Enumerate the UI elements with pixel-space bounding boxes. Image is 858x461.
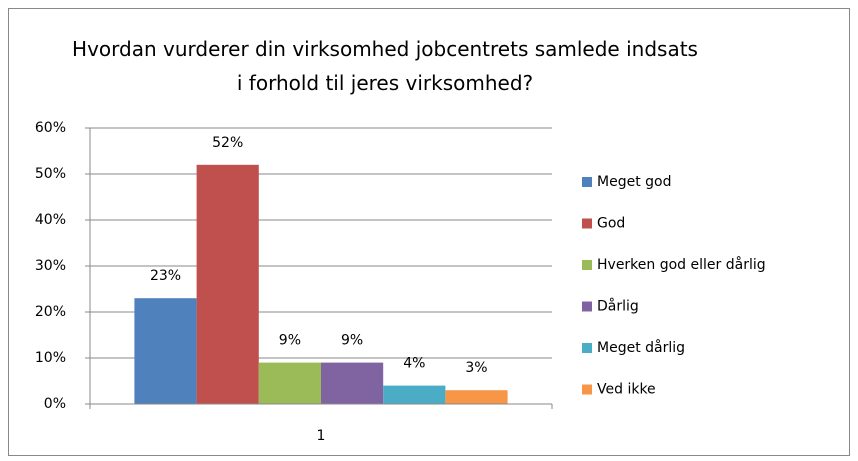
y-tick-label: 60% [35,120,66,136]
legend-swatch [582,343,592,353]
data-label: 9% [279,333,301,349]
legend-swatch [582,218,592,229]
data-label: 23% [150,268,181,284]
legend-label: God [597,216,625,232]
legend-swatch [582,301,592,312]
y-tick-label: 20% [35,304,66,320]
bar [258,362,321,404]
bar [321,362,384,404]
legend-swatch [582,177,592,187]
legend-label: Meget god [597,174,671,190]
x-tick-label: 1 [317,428,326,444]
legend-label: Hverken god eller dårlig [597,256,766,273]
bar [383,385,446,404]
title-line: i forhold til jeres virksomhed? [237,71,533,95]
title-line: Hvordan vurderer din virksomhed jobcentr… [72,37,698,61]
y-tick-label: 0% [44,396,66,412]
y-tick-label: 10% [35,350,66,366]
data-label: 9% [341,333,363,349]
legend-label: Ved ikke [597,382,656,398]
data-label: 52% [212,135,243,151]
legend-swatch [582,260,592,270]
bar [445,390,508,404]
data-label: 4% [403,356,425,372]
bar [134,298,197,404]
y-tick-label: 50% [35,166,66,182]
chart-title: Hvordan vurderer din virksomhed jobcentr… [72,37,698,95]
legend-label: Meget dårlig [597,339,685,356]
y-tick-label: 40% [35,212,66,228]
data-label: 3% [465,360,487,376]
y-tick-label: 30% [35,258,66,274]
legend-label: Dårlig [597,298,639,315]
legend-swatch [582,384,592,395]
bar [196,164,259,404]
